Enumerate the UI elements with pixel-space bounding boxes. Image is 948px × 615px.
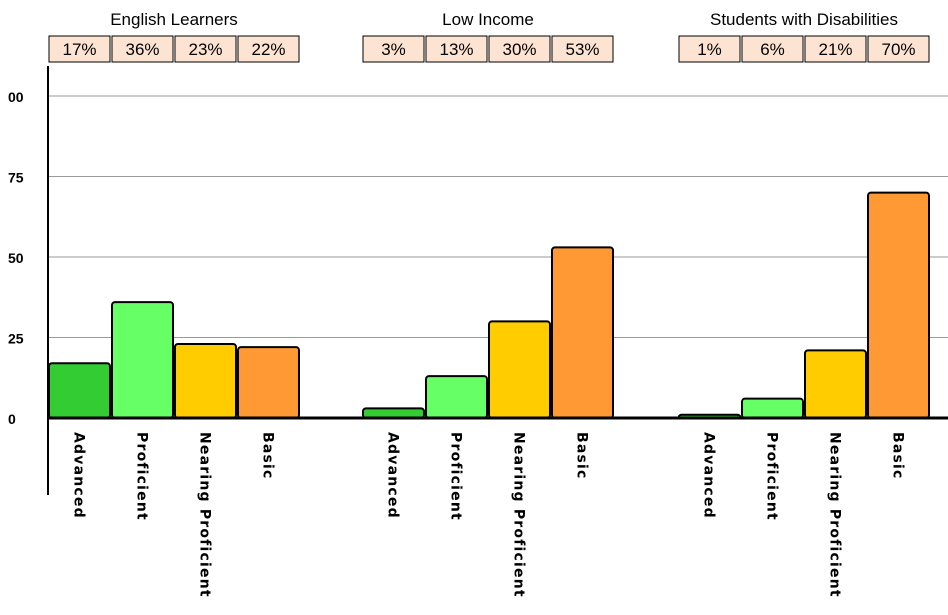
group-title: English Learners <box>110 10 238 29</box>
bar <box>111 301 174 419</box>
percent-box <box>678 35 741 63</box>
x-tick-label: Basic <box>890 432 906 480</box>
bar <box>48 362 111 420</box>
percent-label: 13% <box>439 40 473 59</box>
y-tick-label: 00 <box>8 89 24 105</box>
percent-box <box>867 35 930 63</box>
y-tick-label: 75 <box>8 170 24 186</box>
percent-label: 3% <box>381 40 406 59</box>
percent-box <box>237 35 300 63</box>
percent-label: 1% <box>697 40 722 59</box>
percent-label: 36% <box>125 40 159 59</box>
percent-box <box>488 35 551 63</box>
y-tick-label: 50 <box>8 250 24 266</box>
x-tick-label: Proficient <box>448 432 464 521</box>
x-tick-label: Basic <box>574 432 590 480</box>
percent-label: 23% <box>188 40 222 59</box>
bar <box>741 397 804 419</box>
percent-label: 22% <box>251 40 285 59</box>
x-tick-label: Advanced <box>71 432 87 519</box>
percent-label: 70% <box>881 40 915 59</box>
bar <box>488 320 551 419</box>
percent-label: 53% <box>565 40 599 59</box>
x-tick-label: Proficient <box>764 432 780 521</box>
percent-label: 17% <box>62 40 96 59</box>
percent-label: 6% <box>760 40 785 59</box>
x-tick-label: Advanced <box>701 432 717 519</box>
percent-box <box>174 35 237 63</box>
bar <box>425 375 488 420</box>
bar <box>551 246 614 419</box>
percent-box <box>551 35 614 63</box>
y-tick-label: 0 <box>8 411 16 427</box>
bar <box>804 349 867 420</box>
bar <box>867 191 930 419</box>
bar <box>237 346 300 419</box>
percent-box <box>48 35 111 63</box>
percent-box <box>425 35 488 63</box>
x-tick-label: Advanced <box>385 432 401 519</box>
percent-label: 21% <box>818 40 852 59</box>
x-tick-label: Proficient <box>134 432 150 521</box>
percent-box <box>804 35 867 63</box>
percent-box <box>741 35 804 63</box>
percent-box <box>111 35 174 63</box>
group-title: Students with Disabilities <box>710 10 898 29</box>
group-title: Low Income <box>442 10 534 29</box>
bar <box>174 342 237 419</box>
y-tick-label: 25 <box>8 331 24 347</box>
x-tick-label: Basic <box>260 432 276 480</box>
percent-box <box>362 35 425 63</box>
x-tick-label: Nearing Proficient <box>197 432 213 598</box>
percent-label: 30% <box>502 40 536 59</box>
x-tick-label: Nearing Proficient <box>511 432 527 598</box>
x-tick-label: Nearing Proficient <box>827 432 843 598</box>
